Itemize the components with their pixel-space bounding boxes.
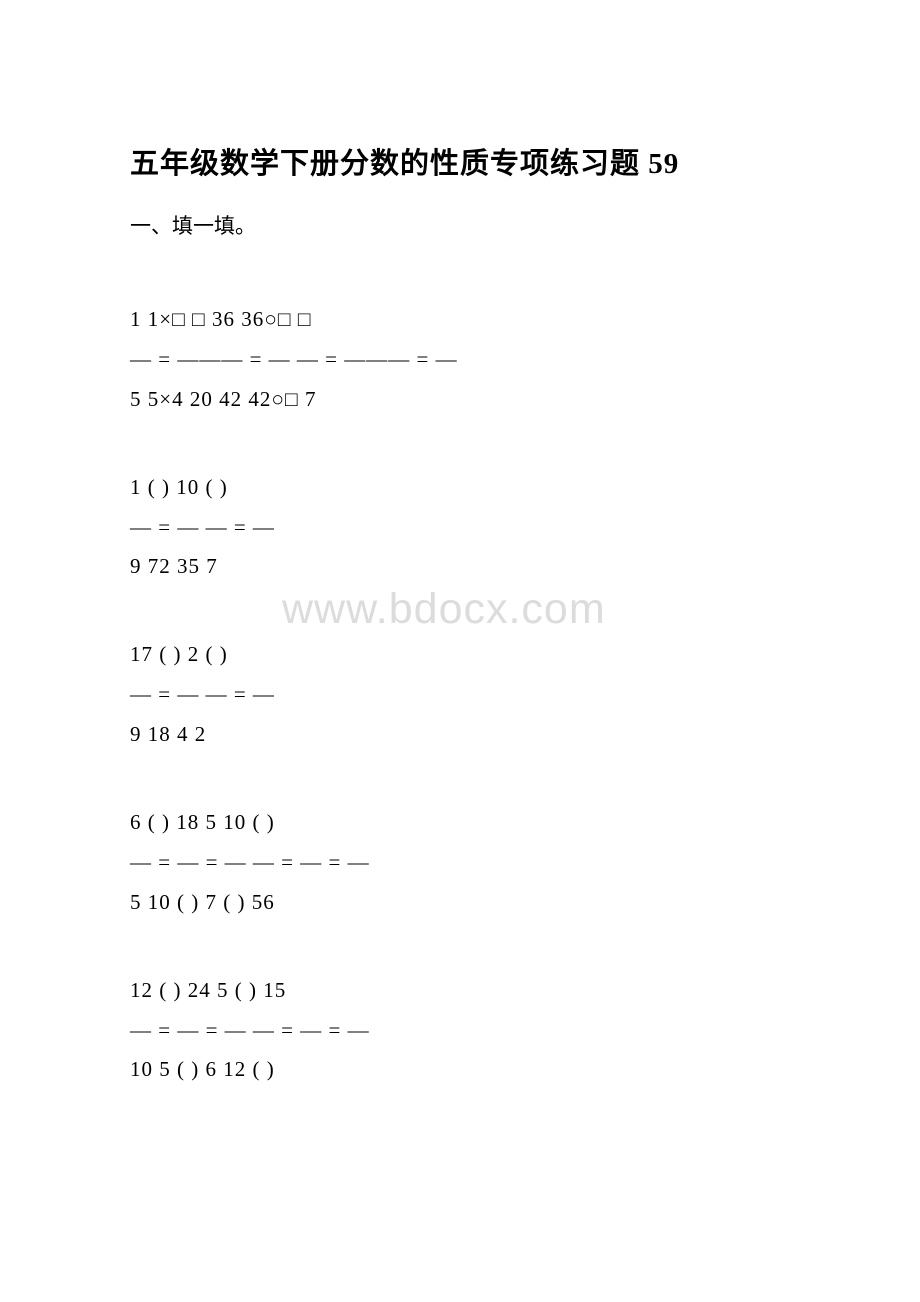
exercise-line: 1 ( ) 10 ( )	[130, 468, 790, 508]
exercise-line: — = ——— = — — = ——— = —	[130, 340, 790, 380]
exercise-line: 17 ( ) 2 ( )	[130, 635, 790, 675]
exercise-4: 6 ( ) 18 5 10 ( ) — = — = — — = — = — 5 …	[130, 803, 790, 923]
exercise-line: — = — — = —	[130, 675, 790, 715]
exercise-line: — = — — = —	[130, 508, 790, 548]
exercise-line: 1 1×□ □ 36 36○□ □	[130, 300, 790, 340]
section-one-header: 一、填一填。	[130, 210, 790, 240]
exercise-line: 9 72 35 7	[130, 547, 790, 587]
exercise-2: 1 ( ) 10 ( ) — = — — = — 9 72 35 7	[130, 468, 790, 588]
exercise-3: 17 ( ) 2 ( ) — = — — = — 9 18 4 2	[130, 635, 790, 755]
exercise-line: 6 ( ) 18 5 10 ( )	[130, 803, 790, 843]
exercise-1: 1 1×□ □ 36 36○□ □ — = ——— = — — = ——— = …	[130, 300, 790, 420]
document-content: 五年级数学下册分数的性质专项练习题 59 一、填一填。 1 1×□ □ 36 3…	[130, 140, 790, 1090]
exercise-line: — = — = — — = — = —	[130, 1011, 790, 1051]
exercise-line: 10 5 ( ) 6 12 ( )	[130, 1050, 790, 1090]
exercise-line: 5 5×4 20 42 42○□ 7	[130, 380, 790, 420]
exercise-line: — = — = — — = — = —	[130, 843, 790, 883]
exercise-line: 12 ( ) 24 5 ( ) 15	[130, 971, 790, 1011]
exercise-5: 12 ( ) 24 5 ( ) 15 — = — = — — = — = — 1…	[130, 971, 790, 1091]
exercise-line: 5 10 ( ) 7 ( ) 56	[130, 883, 790, 923]
document-title: 五年级数学下册分数的性质专项练习题 59	[130, 140, 790, 182]
exercise-line: 9 18 4 2	[130, 715, 790, 755]
